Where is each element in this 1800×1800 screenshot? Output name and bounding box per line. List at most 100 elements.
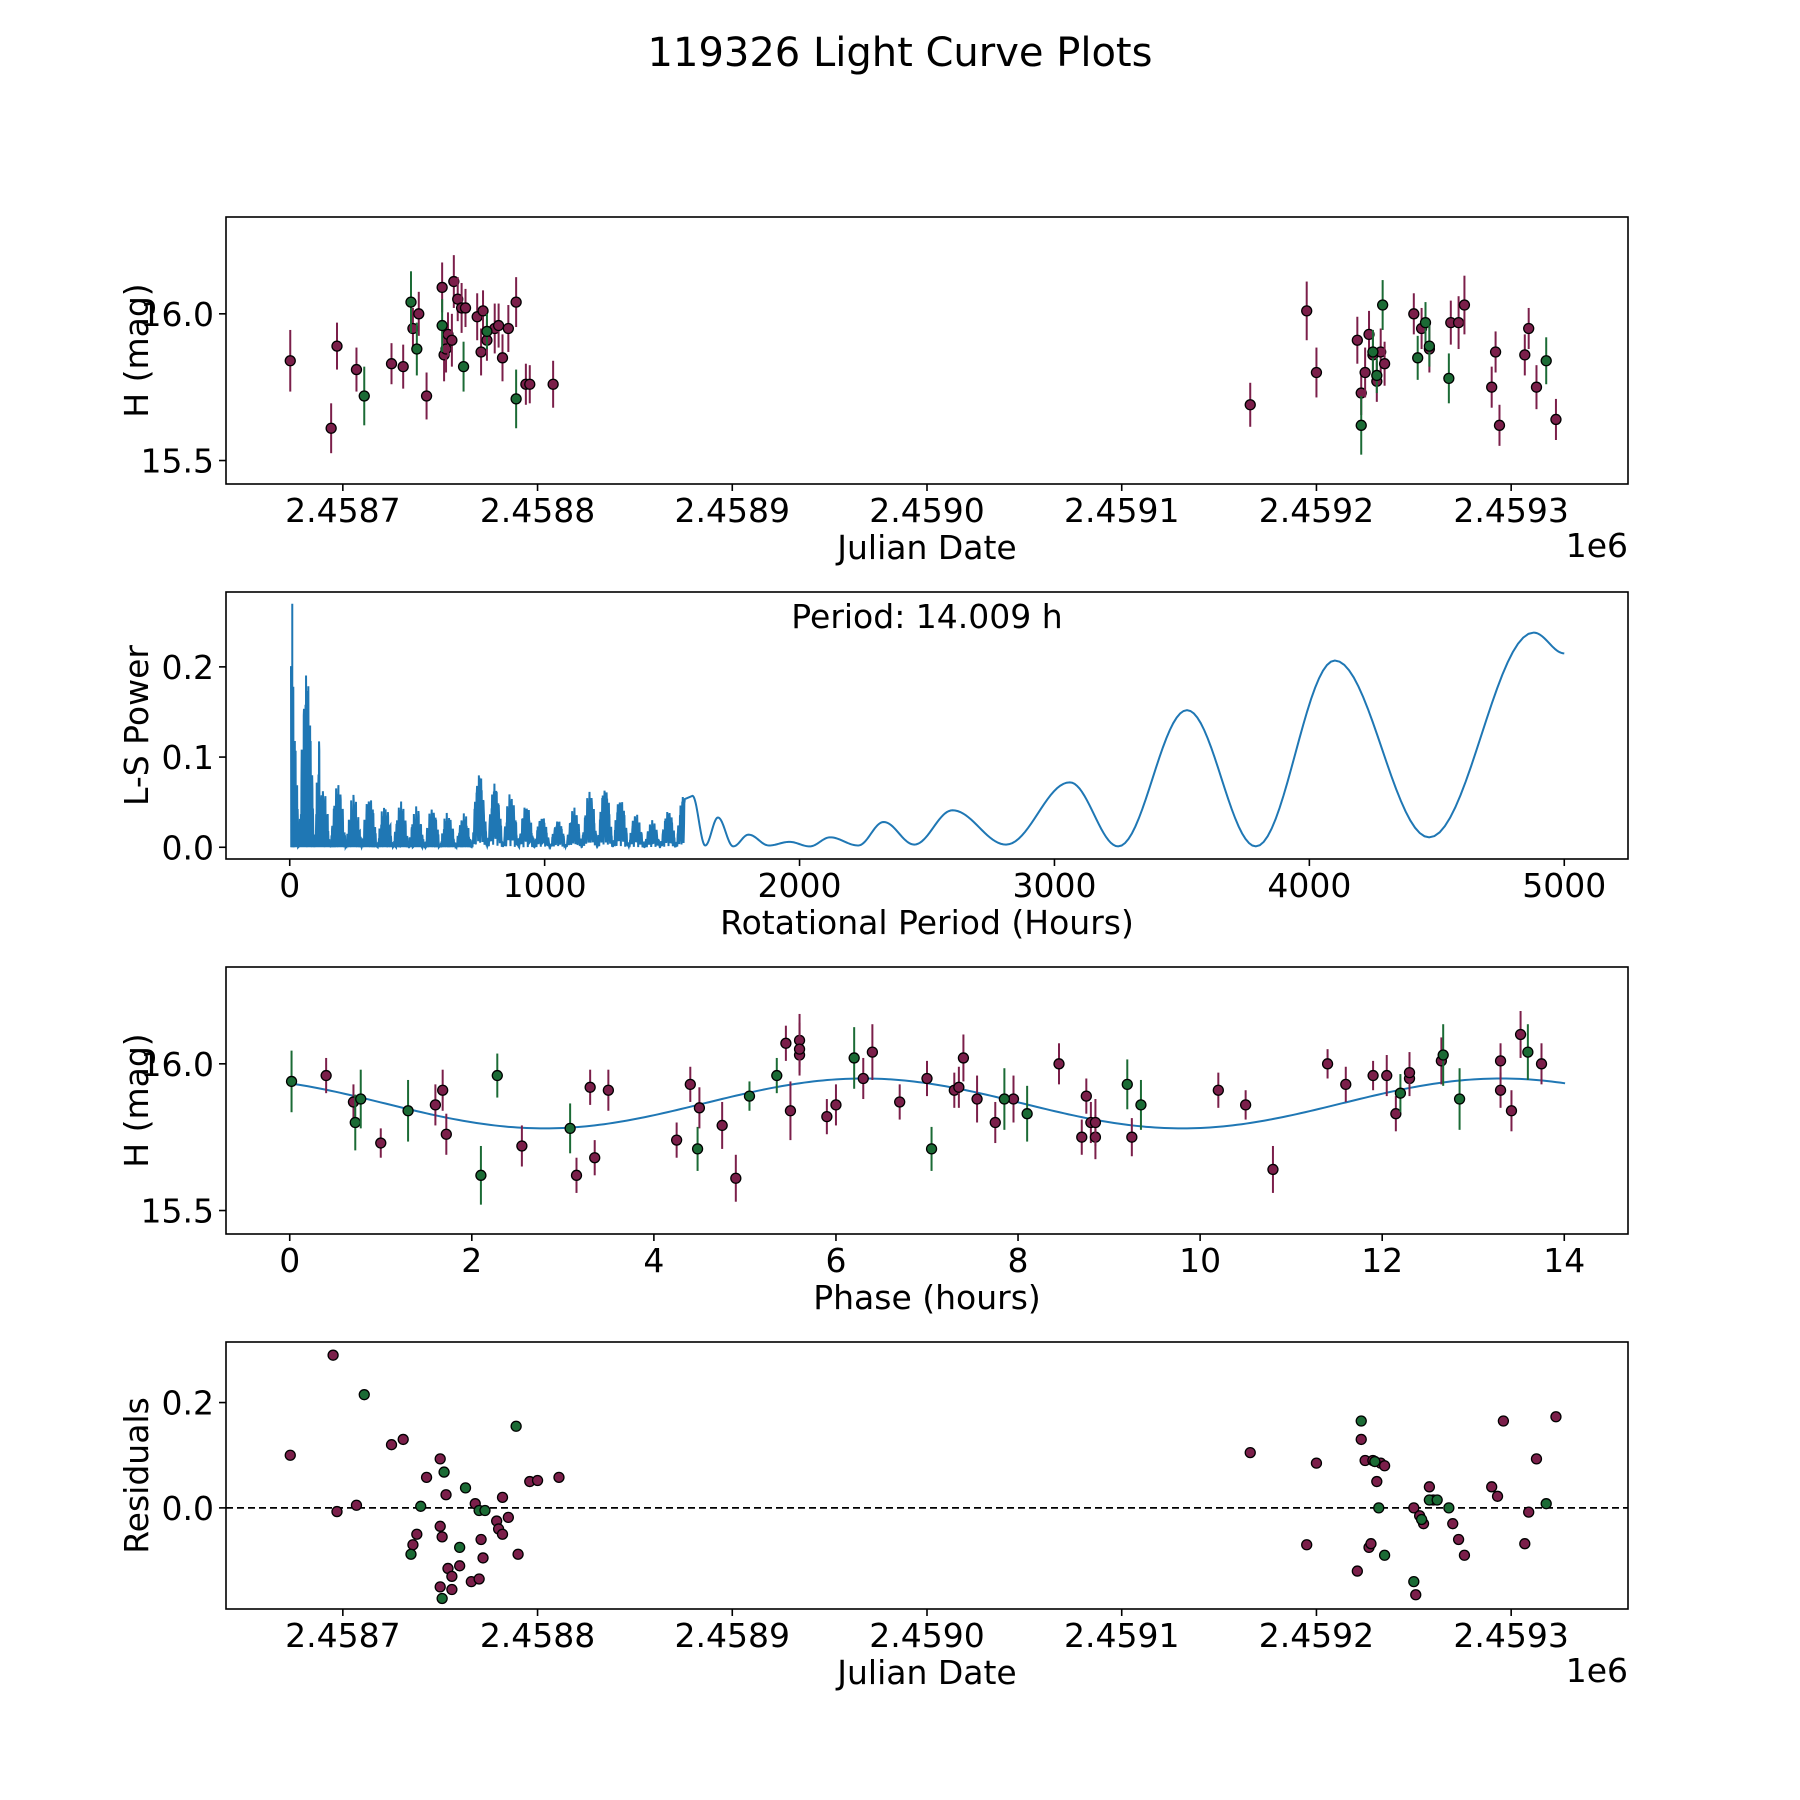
data-point [691,1143,704,1155]
data-point [1021,1108,1033,1120]
data-point [473,1573,485,1585]
data-point [355,1093,367,1105]
data-point [830,1099,842,1111]
y-tick-label: 16.0 [141,295,214,334]
data-point [1431,1494,1443,1506]
data-point [1523,322,1535,335]
data-point [1550,413,1562,426]
data-point [437,1084,449,1096]
data-point [284,1449,296,1461]
data-point [1371,369,1383,382]
data-point [1519,349,1531,361]
x-tick-label: 4000 [1267,866,1351,905]
data-point [684,1078,696,1091]
data-point [1458,1549,1471,1561]
data-point [1443,372,1455,385]
data-point [285,1075,298,1088]
data-point [1505,1105,1518,1117]
data-point [459,302,472,314]
data-point [1403,1066,1416,1079]
data-point [1378,1460,1391,1472]
data-point [516,1140,528,1152]
data-point [1494,1084,1507,1096]
data-point [1408,308,1420,320]
data-point [1540,1498,1552,1510]
data-point [327,1349,339,1361]
data-point [446,334,458,346]
x-tick-label: 0 [279,866,300,905]
data-point [771,1069,783,1082]
data-point [1486,1481,1498,1493]
data-point [1367,1069,1379,1082]
lightcurve-green-series [358,271,1552,455]
data-point [434,1581,446,1593]
data-point [440,1489,452,1501]
data-point [320,1069,332,1082]
data-point [971,1093,983,1105]
data-point [457,360,470,373]
data-point [1423,1481,1436,1493]
data-point [1076,1131,1088,1143]
data-point [436,319,448,332]
data-point [780,1037,792,1049]
data-point [415,1500,427,1512]
data-point [454,1560,466,1572]
data-point [547,378,559,390]
data-point [531,1474,544,1487]
x-tick-label: 2.4592 [1259,491,1374,530]
data-point [1540,355,1552,367]
data-point [448,275,460,288]
data-point [1408,1502,1420,1514]
lightcurve-plot-area [284,255,1562,455]
data-point [397,1433,409,1446]
data-point [358,390,370,402]
data-point [1491,1490,1504,1502]
data-point [866,1046,879,1058]
data-point [397,360,409,373]
lightcurve-y-axis-label: H (mag) [117,283,156,417]
phasefold-frame [225,966,1629,1235]
data-point [1378,1549,1391,1561]
data-point [589,1152,601,1164]
y-tick-label: 16.0 [141,1045,214,1084]
data-point [1381,1069,1393,1082]
lightcurve-offset-label: 1e6 [1566,526,1628,565]
data-point [1135,1099,1147,1111]
data-point [385,1439,398,1451]
data-point [743,1090,756,1102]
data-point [953,1081,965,1093]
data-point [1530,1453,1543,1465]
x-tick-label: 2.4589 [675,1616,790,1655]
lightcurve-panel: 2.4587 2.4588 2.4589 2.4590 2.4591 2.4592 2.45… [117,216,1629,567]
phasefold-plot-area [285,1011,1566,1205]
x-tick-label: 2.4593 [1453,1616,1568,1655]
data-point [1367,346,1379,358]
x-tick-label: 2.4591 [1064,1616,1179,1655]
data-point [1363,328,1375,341]
periodogram-x-axis-label: Rotational Period (Hours) [720,903,1134,942]
data-point [440,1128,452,1140]
data-point [1369,1455,1381,1468]
data-point [1359,366,1371,379]
data-point [350,1499,363,1511]
x-tick-label: 2.4587 [285,1616,400,1655]
data-point [1351,334,1363,346]
data-point [1530,381,1543,393]
data-point [420,390,433,402]
x-tick-label: 12 [1361,1241,1403,1280]
data-point [496,1491,509,1504]
x-tick-label: 6 [825,1241,846,1280]
x-tick-label: 1000 [503,866,587,905]
data-point [1355,1415,1367,1427]
x-tick-label: 2.4587 [285,491,400,530]
data-point [1443,1502,1455,1514]
data-point [1340,1078,1352,1091]
y-tick-label: 15.5 [141,1192,214,1231]
x-tick-label: 3000 [1012,866,1096,905]
data-point [438,1466,450,1478]
data-point [821,1110,833,1123]
y-tick-label: 0.1 [162,738,214,777]
data-point [1371,1475,1383,1488]
data-point [1494,1055,1507,1067]
